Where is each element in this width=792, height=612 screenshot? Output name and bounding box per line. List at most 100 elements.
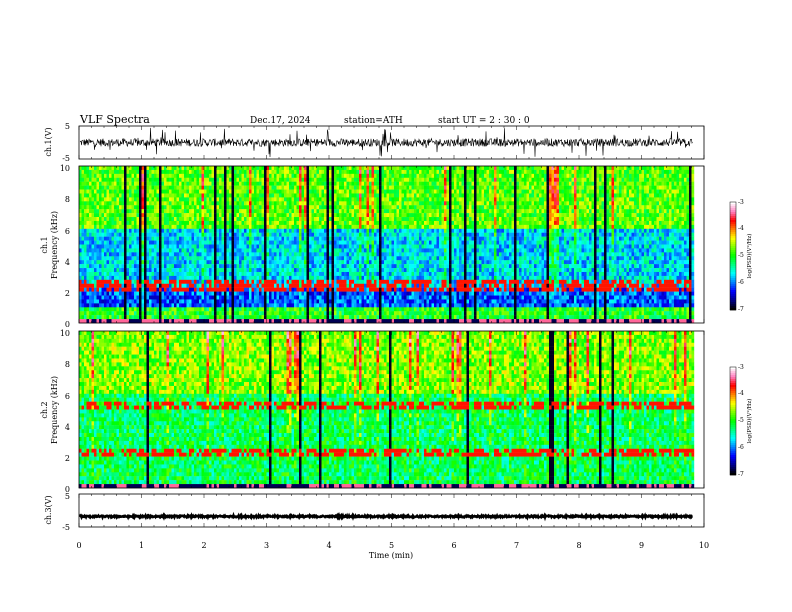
ch1-waveform-panel: 5 -5 ch.1(V) (44, 122, 705, 163)
spectrogram-cell (256, 189, 260, 194)
spectrogram-cell (351, 220, 355, 226)
spectrogram-cell (296, 275, 300, 281)
spectrogram-cell (289, 220, 292, 226)
spectrogram-cell (124, 205, 127, 210)
spectrogram-cell (309, 311, 312, 316)
spectrogram-cell (131, 228, 135, 233)
spectrogram-cell (184, 177, 187, 182)
spectrogram-cell (311, 228, 315, 233)
spectrogram-cell (189, 181, 192, 186)
spectrogram-cell (296, 291, 300, 296)
spectrogram-cell (101, 244, 105, 249)
spectrogram-cell (384, 307, 387, 312)
spectrogram-cell (381, 185, 385, 190)
spectrogram-cell (159, 169, 162, 175)
spectrogram-cell (221, 307, 225, 312)
spectrogram-cell (339, 166, 342, 171)
spectrogram-cell (181, 271, 185, 277)
spectrogram-cell (126, 307, 130, 312)
spectrogram-cell (319, 248, 322, 253)
spectrogram-cell (336, 228, 340, 233)
spectrogram-cell (376, 197, 380, 202)
spectrogram-cell (301, 173, 305, 178)
spectrogram-cell (96, 307, 100, 312)
spectrogram-cell (296, 279, 300, 284)
spectrogram-cell (84, 197, 87, 202)
spectrogram-cell (239, 220, 242, 226)
spectrogram-cell (371, 197, 375, 202)
spectrogram-cell (249, 307, 252, 312)
spectrogram-cell (271, 240, 275, 245)
spectrogram-cell (91, 256, 95, 261)
spectrogram-cell (269, 240, 272, 245)
spectrogram-cell (339, 252, 342, 257)
spectrogram-cell (384, 244, 387, 249)
spectrogram-cell (186, 173, 190, 178)
spectrogram-cell (121, 213, 125, 218)
spectrogram-cell (131, 295, 135, 300)
spectrogram-cell (346, 264, 350, 269)
spectrogram-cell (131, 193, 135, 198)
spectrogram-cell (336, 287, 340, 292)
spectrogram-cell (271, 303, 275, 308)
spectrogram-cell (279, 252, 282, 257)
spectrogram-cell (349, 303, 352, 308)
spectrogram-cell (304, 193, 307, 198)
spectrogram-cell (224, 291, 227, 296)
spectrogram-cell (136, 275, 140, 281)
spectrogram-cell (89, 315, 92, 320)
spectrogram-cell (311, 264, 315, 269)
spectrogram-cell (154, 248, 157, 253)
spectrogram-cell (291, 271, 295, 277)
spectrogram-cell (151, 268, 155, 273)
spectrogram-cell (271, 201, 275, 206)
spectrogram-cell (261, 260, 265, 265)
spectrogram-cell (299, 228, 302, 233)
spectrogram-cell (326, 295, 330, 300)
spectrogram-cell (261, 181, 265, 186)
spectrogram-cell (241, 279, 245, 284)
spectrogram-cell (179, 201, 182, 206)
spectrogram-cell (386, 319, 390, 324)
spectrogram-cell (229, 295, 232, 300)
spectrogram-cell (214, 209, 217, 214)
spectrogram-cell (231, 217, 235, 222)
spectrogram-cell (339, 213, 342, 218)
spectrogram-cell (289, 279, 292, 284)
spectrogram-cell (326, 166, 330, 171)
spectrogram-cell (316, 252, 320, 257)
spectrogram-cell (311, 217, 315, 222)
spectrogram-cell (184, 181, 187, 186)
spectrogram-cell (81, 287, 85, 292)
spectrogram-cell (309, 244, 312, 249)
spectrogram-cell (179, 271, 182, 277)
spectrogram-cell (151, 224, 155, 230)
spectrogram-cell (276, 193, 280, 198)
spectrogram-cell (126, 177, 130, 182)
spectrogram-cell (356, 209, 360, 214)
spectrogram-cell (81, 205, 85, 210)
spectrogram-cell (369, 271, 372, 277)
spectrogram-cell (194, 279, 197, 284)
spectrogram-cell (206, 169, 210, 175)
spectrogram-cell (219, 169, 222, 175)
spectrogram-cell (184, 275, 187, 281)
spectrogram-cell (246, 315, 250, 320)
spectrogram-cell (306, 213, 310, 218)
spectrogram-cell (331, 283, 335, 288)
spectrogram-cell (136, 209, 140, 214)
spectrogram-cell (99, 232, 102, 237)
spectrogram-cell (151, 217, 155, 222)
spectrogram-cell (351, 181, 355, 186)
spectrogram-cell (166, 185, 170, 190)
spectrogram-cell (361, 166, 365, 171)
spectrogram-cell (259, 268, 262, 273)
spectrogram-cell (316, 166, 320, 171)
spectrogram-cell (364, 189, 367, 194)
spectrogram-cell (221, 209, 225, 214)
spectrogram-cell (171, 295, 175, 300)
spectrogram-cell (381, 307, 385, 312)
spectrogram-cell (264, 299, 267, 304)
spectrogram-cell (251, 295, 255, 300)
spectrogram-cell (131, 169, 135, 175)
